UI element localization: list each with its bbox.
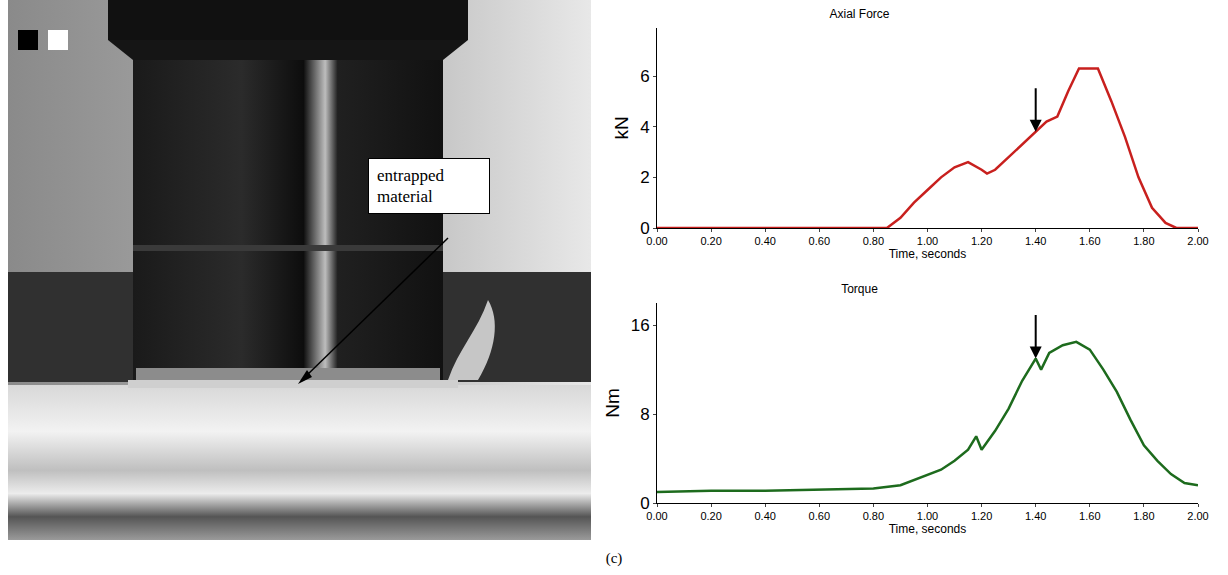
svg-text:0: 0	[640, 219, 649, 238]
svg-text:Torque: Torque	[841, 282, 878, 296]
svg-text:1.40: 1.40	[1025, 510, 1046, 522]
svg-text:8: 8	[640, 405, 649, 424]
svg-text:0.20: 0.20	[700, 235, 721, 247]
svg-text:0: 0	[640, 494, 649, 513]
svg-text:1.80: 1.80	[1133, 235, 1154, 247]
svg-text:1.20: 1.20	[971, 235, 992, 247]
svg-text:1.00: 1.00	[917, 510, 938, 522]
svg-text:2.00: 2.00	[1187, 235, 1208, 247]
html-text:(c): (c)	[605, 550, 623, 566]
svg-text:0.00: 0.00	[646, 235, 667, 247]
svg-text:16: 16	[631, 316, 650, 335]
svg-text:1.80: 1.80	[1133, 510, 1154, 522]
svg-text:1.00: 1.00	[917, 235, 938, 247]
svg-text:6: 6	[640, 67, 649, 86]
svg-text:Nm: Nm	[602, 388, 623, 418]
svg-text:0.40: 0.40	[754, 510, 775, 522]
svg-text:0.80: 0.80	[863, 235, 884, 247]
svg-text:1.60: 1.60	[1079, 510, 1100, 522]
svg-text:Time, seconds: Time, seconds	[889, 522, 967, 536]
html-text:entrapped material: entrapped material	[377, 166, 444, 206]
svg-text:1.60: 1.60	[1079, 235, 1100, 247]
svg-text:0.60: 0.60	[809, 510, 830, 522]
svg-text:2: 2	[640, 168, 649, 187]
svg-text:0.40: 0.40	[754, 235, 775, 247]
svg-text:4: 4	[640, 118, 649, 137]
svg-text:kN: kN	[611, 116, 632, 139]
svg-text:0.20: 0.20	[700, 510, 721, 522]
svg-text:Axial Force: Axial Force	[829, 7, 889, 21]
svg-text:2.00: 2.00	[1187, 510, 1208, 522]
svg-text:1.20: 1.20	[971, 510, 992, 522]
svg-text:0.00: 0.00	[646, 510, 667, 522]
svg-text:0.60: 0.60	[809, 235, 830, 247]
svg-text:1.40: 1.40	[1025, 235, 1046, 247]
svg-text:0.80: 0.80	[863, 510, 884, 522]
svg-text:Time, seconds: Time, seconds	[889, 247, 967, 261]
